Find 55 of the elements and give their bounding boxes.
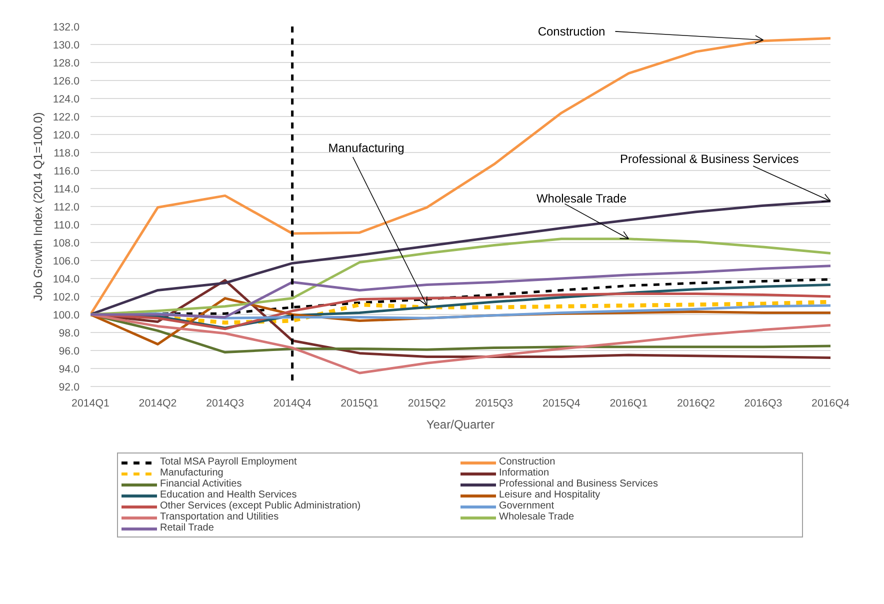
x-tick-label: 2016Q2	[676, 398, 715, 410]
line-series	[90, 238, 830, 316]
annotation: Construction	[538, 24, 606, 38]
legend-label: Professional and Business Services	[499, 478, 659, 490]
x-tick-label: 2014Q1	[72, 398, 110, 410]
y-tick-label: 120.0	[52, 130, 80, 142]
y-tick-label: 110.0	[54, 220, 80, 232]
legend-label: Construction	[499, 456, 556, 468]
y-tick-label: 108.0	[52, 238, 80, 250]
legend-label: Other Services (except Public Administration)	[160, 500, 362, 512]
x-tick-label: 2014Q4	[273, 398, 312, 410]
y-tick-label: 132.0	[52, 22, 80, 34]
legend-label: Total MSA Payroll Employment	[160, 456, 298, 468]
legend-label: Leisure and Hospitality	[499, 490, 602, 500]
y-axis-title: Job Growth Index (2014 Q1=100.0)	[30, 112, 45, 301]
y-tick-label: 92.0	[58, 382, 80, 394]
y-tick-label: 118.0	[54, 148, 80, 160]
legend-label: Retail Trade	[160, 522, 215, 534]
x-tick-label: 2016Q4	[812, 398, 850, 410]
x-tick-label: 2016Q3	[744, 398, 782, 410]
line-series	[90, 313, 830, 374]
legend-label: Government	[499, 500, 556, 512]
y-tick-label: 102.0	[52, 292, 80, 304]
x-tick-label: 2015Q2	[408, 398, 446, 410]
legend-label: Wholesale Trade	[499, 512, 576, 522]
legend-label: Education and Health Services	[160, 490, 298, 500]
y-tick-label: 122.0	[52, 112, 80, 124]
y-tick-label: 94.0	[58, 364, 80, 376]
x-tick-label: 2015Q3	[475, 398, 514, 410]
line-series	[90, 264, 830, 318]
y-tick-label: 96.0	[58, 346, 80, 358]
y-tick-label: 112.0	[54, 202, 80, 214]
y-tick-label: 104.0	[52, 274, 80, 286]
y-tick-label: 98.0	[58, 328, 80, 340]
legend-label: Transportation and Utilities	[160, 512, 280, 522]
annotation: Wholesale Trade	[536, 191, 627, 206]
x-tick-label: 2014Q2	[138, 398, 177, 410]
legend-label: Financial Activities	[160, 478, 243, 490]
y-tick-label: 116.0	[54, 166, 80, 178]
y-tick-label: 100.0	[52, 310, 80, 322]
x-tick-label: 2014Q3	[206, 398, 244, 410]
y-tick-label: 128.0	[52, 58, 80, 70]
x-tick-label: 2015Q1	[340, 398, 379, 410]
y-tick-label: 124.0	[52, 94, 80, 106]
y-tick-label: 130.0	[52, 40, 80, 52]
y-tick-label: 106.0	[52, 256, 80, 268]
y-tick-label: 114.0	[54, 184, 80, 196]
x-tick-label: 2015Q4	[542, 398, 580, 410]
legend-label: Information	[499, 468, 550, 478]
x-tick-label: 2016Q1	[610, 398, 648, 410]
x-axis-title: Year/Quarter	[426, 418, 495, 432]
y-tick-label: 126.0	[52, 76, 80, 88]
annotation: Professional & Business Services	[620, 152, 799, 166]
legend-label: Manufacturing	[160, 468, 224, 478]
annotation: Manufacturing	[328, 141, 404, 155]
